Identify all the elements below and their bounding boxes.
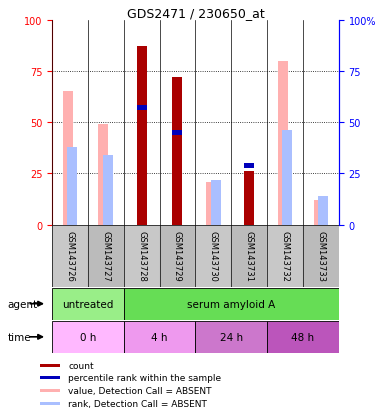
Text: untreated: untreated [62, 299, 114, 309]
Bar [172, 131, 182, 135]
Text: rank, Detection Call = ABSENT: rank, Detection Call = ABSENT [69, 399, 208, 408]
Text: 0 h: 0 h [80, 332, 96, 342]
Bar [67, 147, 77, 225]
Bar [206, 182, 216, 225]
Text: value, Detection Call = ABSENT: value, Detection Call = ABSENT [69, 387, 212, 395]
Text: 24 h: 24 h [220, 332, 243, 342]
Text: serum amyloid A: serum amyloid A [187, 299, 275, 309]
Bar [124, 226, 159, 287]
Bar [40, 389, 60, 392]
Text: GSM143727: GSM143727 [101, 231, 110, 282]
Bar [172, 78, 182, 225]
Bar [159, 226, 196, 287]
Bar [103, 156, 113, 225]
Bar [137, 47, 147, 225]
Bar [195, 321, 267, 353]
Bar [52, 321, 124, 353]
Bar [282, 131, 292, 225]
Bar [244, 172, 254, 225]
Text: time: time [8, 332, 31, 342]
Bar [313, 201, 323, 225]
Bar [40, 364, 60, 367]
Bar [278, 62, 288, 225]
Bar [52, 288, 124, 320]
Title: GDS2471 / 230650_at: GDS2471 / 230650_at [127, 7, 264, 19]
Bar [124, 288, 339, 320]
Bar [267, 226, 303, 287]
Bar [88, 226, 124, 287]
Bar [318, 197, 328, 225]
Bar [303, 226, 339, 287]
Text: GSM143729: GSM143729 [173, 231, 182, 281]
Bar [195, 226, 231, 287]
Text: 4 h: 4 h [151, 332, 168, 342]
Text: GSM143730: GSM143730 [209, 231, 218, 282]
Bar [244, 163, 254, 169]
Text: GSM143731: GSM143731 [244, 231, 254, 282]
Bar [137, 106, 147, 111]
Text: count: count [69, 361, 94, 370]
Bar [211, 180, 221, 225]
Text: 48 h: 48 h [291, 332, 315, 342]
Text: percentile rank within the sample: percentile rank within the sample [69, 373, 222, 382]
Text: GSM143733: GSM143733 [316, 231, 325, 282]
Bar [52, 226, 88, 287]
Text: GSM143728: GSM143728 [137, 231, 146, 282]
Bar [267, 321, 339, 353]
Bar [99, 125, 109, 225]
Text: GSM143732: GSM143732 [281, 231, 290, 282]
Text: agent: agent [8, 299, 38, 309]
Bar [40, 402, 60, 405]
Bar [62, 92, 73, 225]
Bar [124, 321, 195, 353]
Text: GSM143726: GSM143726 [65, 231, 74, 282]
Bar [231, 226, 267, 287]
Bar [40, 377, 60, 380]
